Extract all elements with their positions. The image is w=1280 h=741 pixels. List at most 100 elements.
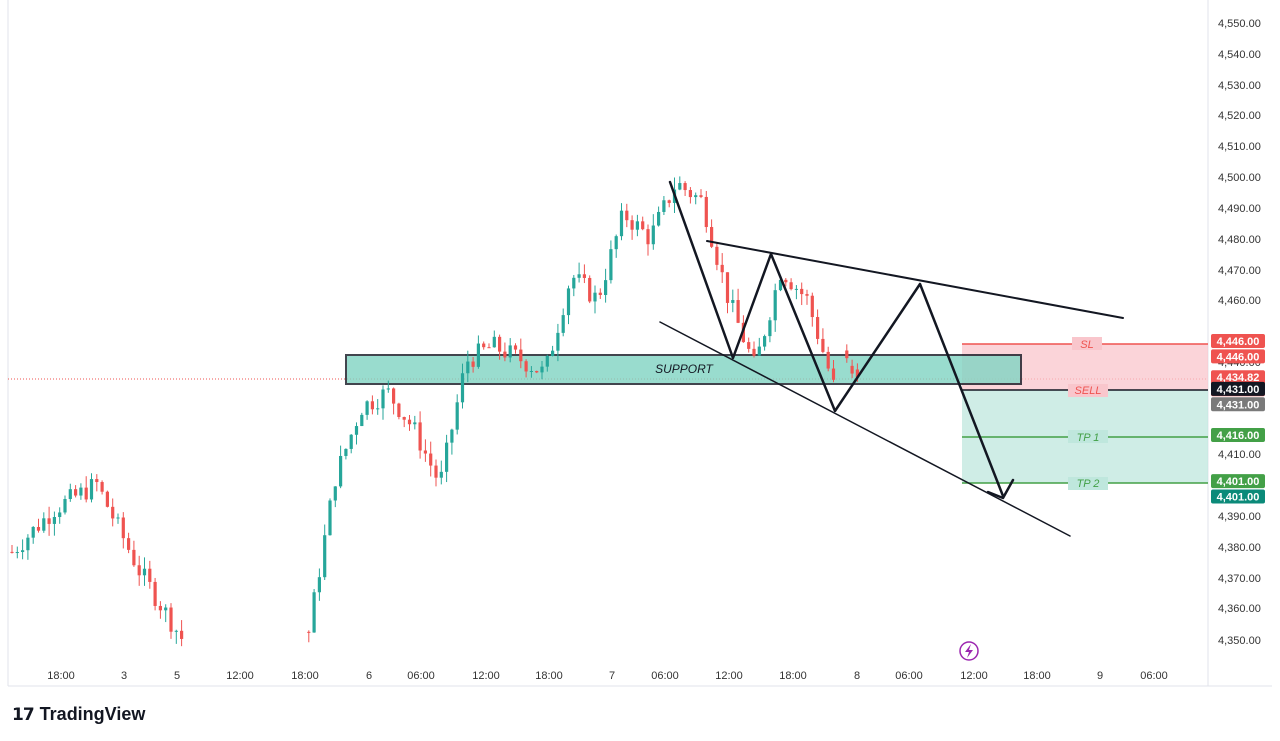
candle-body <box>831 368 836 380</box>
candle-body <box>360 414 364 427</box>
candle-body <box>667 200 671 203</box>
candle-body <box>328 500 332 536</box>
candle-body <box>688 190 692 198</box>
lightning-icon[interactable] <box>959 641 979 661</box>
candle-body <box>10 551 14 553</box>
candle-body <box>15 552 19 554</box>
candle-body <box>752 348 756 356</box>
candle-body <box>95 479 99 483</box>
sl-label: SL <box>1080 339 1093 351</box>
candle-body <box>794 288 798 290</box>
candle-body <box>561 315 565 333</box>
candle-body <box>153 581 157 606</box>
support-zone[interactable] <box>345 354 1022 385</box>
y-tick-label: 4,490.00 <box>1218 203 1261 215</box>
candle-body <box>52 517 56 524</box>
x-tick-label: 18:00 <box>291 670 319 682</box>
candle-body <box>423 450 427 454</box>
candle-body <box>148 568 152 582</box>
candle-body <box>699 195 703 197</box>
candle-body <box>376 408 380 410</box>
tp1-label-bg <box>1068 430 1108 443</box>
candle-body <box>439 471 443 478</box>
candle-body <box>556 332 560 351</box>
candle-body <box>116 517 120 519</box>
candle-body <box>784 279 788 283</box>
zigzag-pattern[interactable] <box>668 180 1005 498</box>
candle-body <box>757 346 761 356</box>
candle-body <box>111 506 115 519</box>
candle-body <box>100 482 104 492</box>
candle-body <box>850 365 854 374</box>
tradingview-brand[interactable]: 17 TradingView <box>12 704 145 725</box>
sell-label-bg <box>1068 384 1108 397</box>
candle-body <box>657 211 661 226</box>
candle-body <box>519 349 523 362</box>
candle-body <box>392 388 396 404</box>
price-tag <box>1211 489 1265 504</box>
candle-body <box>370 401 374 410</box>
price-tag <box>1211 349 1265 364</box>
x-tick-label: 6 <box>366 670 372 682</box>
candle-body <box>810 295 814 318</box>
candle-body <box>763 336 767 347</box>
support-label: SUPPORT <box>655 362 714 376</box>
candle-body <box>609 249 613 281</box>
candle-body <box>339 455 343 487</box>
candle-body <box>731 300 735 303</box>
candle-body <box>800 288 804 295</box>
x-tick-label: 18:00 <box>1023 670 1051 682</box>
candle-body <box>471 361 475 367</box>
candle-body <box>855 369 859 378</box>
price-tag <box>1211 474 1265 489</box>
price-tag-label: 4,431.00 <box>1217 399 1260 411</box>
price-tag-label: 4,446.00 <box>1217 336 1260 348</box>
candle-body <box>630 220 634 230</box>
candle-body <box>397 403 401 418</box>
candle-body <box>476 343 480 367</box>
candle-body <box>778 279 783 291</box>
x-tick-label: 06:00 <box>895 670 923 682</box>
candle-body <box>121 517 125 539</box>
x-tick-label: 12:00 <box>472 670 500 682</box>
candle-body <box>646 229 650 245</box>
y-tick-label: 4,540.00 <box>1218 49 1261 61</box>
candle-body <box>540 366 544 373</box>
y-tick-label: 4,510.00 <box>1218 141 1261 153</box>
candle-body <box>503 351 507 358</box>
candle-body <box>725 272 730 303</box>
candle-body <box>105 491 109 507</box>
projection-arrowhead <box>986 478 1015 500</box>
candle-body <box>455 402 459 430</box>
candle-body <box>768 320 772 337</box>
candle-body <box>74 489 78 496</box>
candle-body <box>816 317 820 339</box>
y-tick-label: 4,550.00 <box>1218 18 1261 30</box>
candle-body <box>407 419 412 425</box>
candle-body <box>492 336 496 348</box>
candle-body <box>508 345 512 358</box>
candle-body <box>821 338 825 352</box>
price-tag <box>1211 397 1265 412</box>
x-tick-label: 3 <box>121 670 127 682</box>
candle-body <box>641 221 645 230</box>
candle-body <box>551 350 555 356</box>
y-tick-label: 4,470.00 <box>1218 265 1261 277</box>
candle-body <box>402 417 406 420</box>
x-tick-label: 18:00 <box>47 670 75 682</box>
lower-trendline[interactable] <box>659 321 1071 537</box>
y-tick-label: 4,530.00 <box>1218 80 1261 92</box>
upper-trendline[interactable] <box>706 240 1124 319</box>
price-axis[interactable]: 4,550.00 4,540.00 4,530.00 4,520.00 4,510.00… <box>1218 18 1261 647</box>
candle-body <box>312 592 316 633</box>
candle-body <box>625 210 629 221</box>
y-tick-label: 4,390.00 <box>1218 511 1261 523</box>
candle-body <box>450 429 454 443</box>
candle-body <box>694 195 698 198</box>
tp1-label: TP 1 <box>1077 432 1100 444</box>
time-axis[interactable]: 18:00 3 5 12:00 18:00 6 06:00 12:00 18:00 7 06:00 1… <box>47 670 1168 682</box>
tp2-label-bg <box>1068 477 1108 490</box>
candle-body <box>593 292 597 302</box>
price-tag-label: 4,446.00 <box>1217 351 1260 363</box>
